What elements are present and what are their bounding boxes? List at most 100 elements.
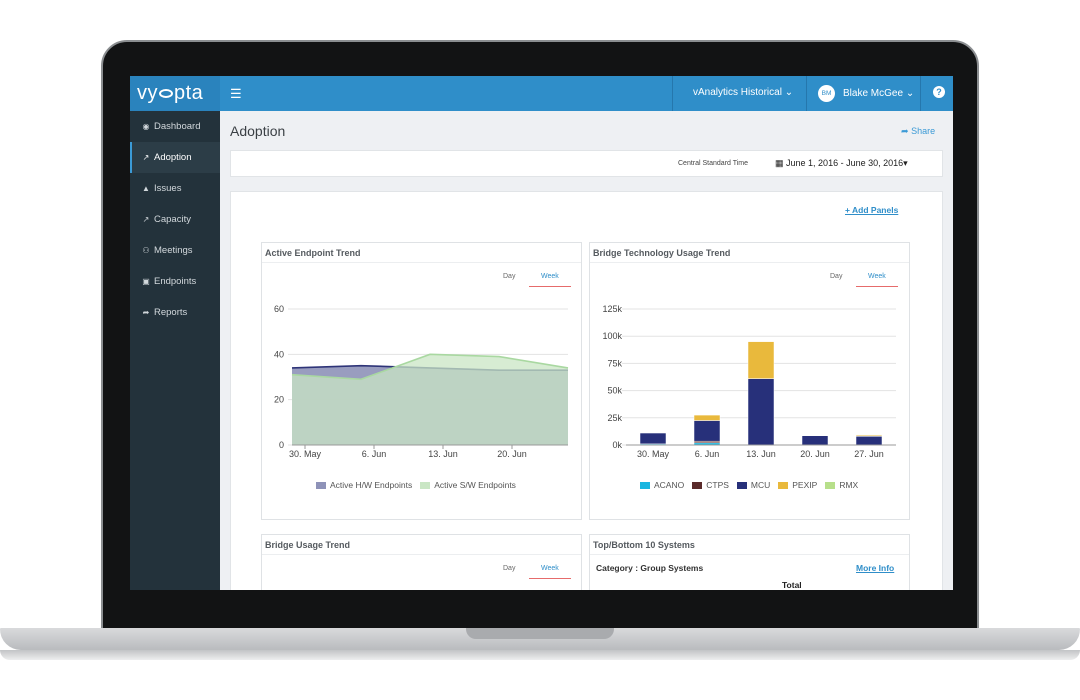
series-line-1 — [291, 353, 569, 381]
toggle-week[interactable]: Week — [868, 273, 886, 280]
panel-divider — [590, 554, 909, 555]
sidebar-item-dashboard[interactable]: ◉ Dashboard — [130, 111, 220, 142]
bar-mcu-0 — [639, 432, 667, 445]
sidebar-item-label: Capacity — [154, 214, 191, 225]
sidebar-item-capacity[interactable]: ↗ Capacity — [130, 204, 220, 235]
toggle-day[interactable]: Day — [830, 273, 843, 280]
sidebar-item-label: Endpoints — [154, 276, 197, 287]
sidebar-item-issues[interactable]: ▲ Issues — [130, 173, 220, 204]
toggle-day[interactable]: Day — [503, 565, 516, 572]
panel-title: Bridge Technology Usage Trend — [593, 248, 731, 258]
y-tick-label: 100k — [602, 331, 622, 341]
top-bar: vy pta ☰ vAnalytics Historical ⌄ BM Blake… — [130, 76, 953, 111]
y-tick-label: 40 — [274, 349, 284, 359]
app-screen: vy pta ☰ vAnalytics Historical ⌄ BM Blake… — [130, 76, 953, 590]
legend-swatch — [692, 481, 703, 489]
bar-mcu-4 — [855, 436, 883, 446]
panel-title: Bridge Usage Trend — [265, 540, 351, 550]
panel-divider — [262, 262, 581, 263]
sidebar-item-adoption[interactable]: ↗ Adoption — [130, 142, 220, 173]
week-selected-indicator — [529, 578, 571, 579]
y-tick-label: 50k — [607, 386, 622, 396]
active-endpoint-panel: Active Endpoint Trend Day Week 0 20 40 60 30… — [261, 242, 582, 520]
legend-swatch — [736, 481, 747, 489]
y-tick-label: 60 — [274, 304, 284, 314]
page-title: Adoption — [230, 123, 286, 139]
sidebar-item-label: Adoption — [154, 152, 192, 163]
bar-mcu-1 — [693, 420, 721, 442]
vyopta-logo[interactable]: vy pta — [130, 76, 220, 111]
line-chart-icon: ↗ — [142, 153, 150, 162]
legend-swatch — [825, 481, 836, 489]
legend-label[interactable]: CTPS — [706, 480, 729, 490]
legend-label[interactable]: Active H/W Endpoints — [330, 480, 413, 490]
chart-legend: Active H/W Endpoints Active S/W Endpoint… — [316, 480, 516, 490]
timezone-label: Central Standard Time — [678, 160, 749, 167]
bridge-usage-panel: Bridge Usage Trend Day Week — [261, 534, 582, 590]
laptop-base-shadow — [0, 650, 1080, 660]
legend-label[interactable]: ACANO — [654, 480, 685, 490]
topbar-divider — [806, 76, 807, 111]
active-endpoint-chart: 0 20 40 60 30. May 6. Jun 13. Jun 20. Jun — [274, 304, 569, 459]
toggle-week[interactable]: Week — [541, 565, 559, 572]
x-tick-label: 6. Jun — [695, 449, 720, 459]
share-button[interactable]: ➦ Share — [901, 126, 935, 137]
add-panels-link[interactable]: + Add Panels — [845, 205, 899, 215]
user-name: Blake McGee — [843, 88, 904, 99]
top-bottom-systems-panel: Top/Bottom 10 Systems Category : Group S… — [589, 534, 910, 590]
sidebar-item-label: Dashboard — [154, 121, 201, 132]
week-selected-indicator — [856, 286, 898, 287]
table-column-header: Total — [782, 580, 802, 590]
toggle-week[interactable]: Week — [541, 273, 559, 280]
main-content: Adoption ➦ Share Central Standard Time ▦… — [220, 111, 953, 590]
help-icon[interactable]: ? — [933, 86, 945, 98]
toggle-day[interactable]: Day — [503, 273, 516, 280]
product-menu-label: vAnalytics Historical — [693, 87, 782, 98]
date-range-picker[interactable]: ▦ June 1, 2016 - June 30, 2016▾ — [775, 158, 908, 169]
sidebar-item-label: Reports — [154, 307, 188, 318]
sidebar-item-endpoints[interactable]: ▣ Endpoints — [130, 266, 220, 297]
x-tick-label: 6. Jun — [362, 449, 387, 459]
x-tick-label: 30. May — [637, 449, 670, 459]
warning-icon: ▲ — [142, 184, 150, 193]
sidebar-item-label: Meetings — [154, 245, 193, 256]
area-chart-icon: ↗ — [142, 215, 150, 224]
product-menu-dropdown[interactable]: vAnalytics Historical ⌄ — [693, 87, 793, 98]
chevron-down-icon: ⌄ — [905, 88, 915, 99]
bar-mcu-3 — [801, 435, 829, 446]
legend-label[interactable]: Active S/W Endpoints — [434, 480, 516, 490]
share-label: Share — [911, 126, 936, 136]
x-tick-label: 30. May — [289, 449, 322, 459]
week-selected-indicator — [529, 286, 571, 287]
avatar: BM — [818, 85, 835, 102]
legend-label[interactable]: MCU — [750, 480, 771, 490]
bar-pexip-1 — [693, 414, 721, 421]
y-tick-label: 125k — [602, 304, 622, 314]
sidebar: ◉ Dashboard ↗ Adoption ▲ Issues ↗ Capacity ⚇… — [130, 111, 220, 590]
y-tick-label: 75k — [607, 358, 622, 368]
sidebar-item-meetings[interactable]: ⚇ Meetings — [130, 235, 220, 266]
legend-swatch — [640, 481, 650, 489]
legend-label[interactable]: PEXIP — [792, 480, 818, 490]
logo-ring-icon — [159, 89, 173, 98]
logo-text-right: pta — [174, 82, 204, 104]
topbar-divider — [672, 76, 673, 111]
x-tick-label: 20. Jun — [800, 449, 830, 459]
sidebar-item-reports[interactable]: ➦ Reports — [130, 297, 220, 328]
x-tick-label: 27. Jun — [854, 449, 884, 459]
legend-label[interactable]: RMX — [839, 480, 859, 490]
category-label: Category : Group Systems — [596, 563, 704, 573]
calendar-icon: ▦ — [775, 158, 784, 168]
bar-pexip-2 — [747, 341, 775, 379]
bar-mcu-2 — [747, 378, 775, 446]
more-info-link[interactable]: More Info — [856, 563, 895, 573]
legend-swatch — [778, 481, 789, 489]
x-tick-label: 20. Jun — [497, 449, 527, 459]
date-range-value: June 1, 2016 - June 30, 2016 — [786, 158, 904, 168]
hamburger-menu-icon[interactable]: ☰ — [230, 86, 242, 101]
user-menu-dropdown[interactable]: BM Blake McGee ⌄ — [818, 85, 914, 102]
share-arrow-icon: ➦ — [142, 308, 150, 317]
x-tick-label: 13. Jun — [428, 449, 458, 459]
caret-down-icon: ▾ — [903, 158, 908, 168]
y-tick-label: 0 — [279, 440, 284, 450]
